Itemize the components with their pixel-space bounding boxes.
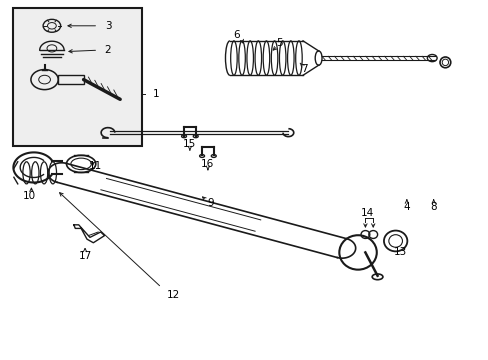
Text: 2: 2 [104,45,111,55]
Text: 1: 1 [152,89,159,99]
Text: 3: 3 [104,21,111,31]
Text: 10: 10 [22,191,36,201]
Text: 16: 16 [201,159,214,169]
Text: 6: 6 [233,30,240,40]
Text: 8: 8 [429,202,436,212]
Bar [13,8,142,146]
Text: 14: 14 [361,208,374,218]
Text: 15: 15 [183,139,196,149]
Text: 17: 17 [78,251,91,261]
Text: 11: 11 [89,161,102,171]
Text: 4: 4 [403,202,409,212]
Text: 12: 12 [167,290,180,300]
Text: 13: 13 [393,247,407,257]
Text: 5: 5 [276,38,283,48]
Text: 9: 9 [206,198,213,208]
Text: 7: 7 [301,64,307,74]
